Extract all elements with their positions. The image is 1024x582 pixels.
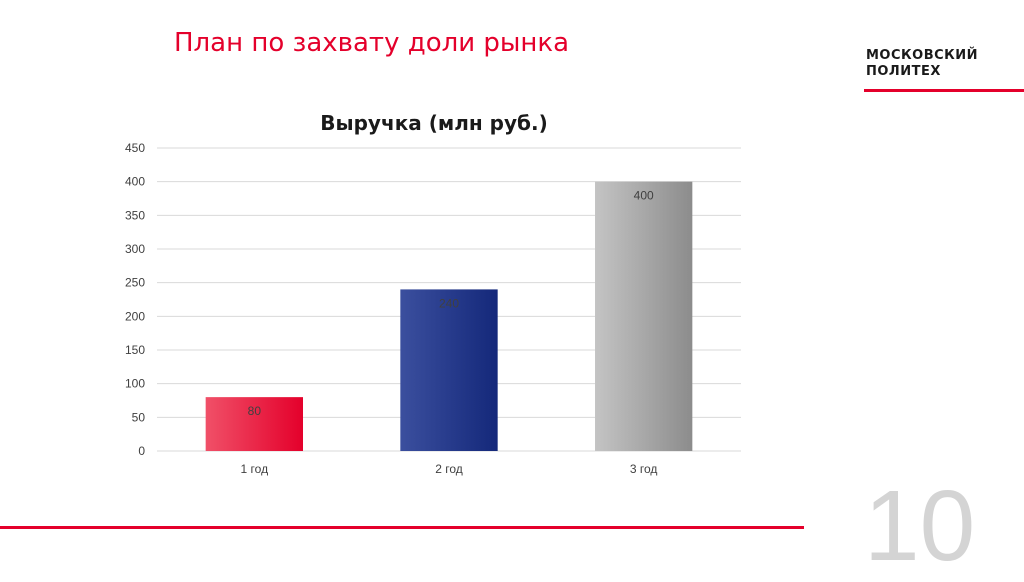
bottom-divider <box>0 526 804 529</box>
data-label-2: 240 <box>439 296 459 310</box>
logo-line1: МОСКОВСКИЙ <box>866 48 979 63</box>
logo-underline <box>864 89 1024 92</box>
y-tick-label: 300 <box>125 242 145 256</box>
slide-title: План по захвату доли рынка <box>174 28 570 58</box>
y-tick-label: 150 <box>125 343 145 357</box>
chart-title: Выручка (млн руб.) <box>320 111 547 135</box>
y-axis-ticks: 0 50 100 150 200 250 300 350 400 450 <box>125 141 145 458</box>
bar-3 <box>595 181 693 451</box>
logo-line2: ПОЛИТЕХ <box>866 64 941 79</box>
x-axis-ticks: 1 год 2 год 3 год <box>241 462 658 476</box>
y-tick-label: 400 <box>125 175 145 189</box>
logo: МОСКОВСКИЙ ПОЛИТЕХ <box>864 48 1024 92</box>
page-number: 10 <box>864 470 976 582</box>
y-tick-label: 450 <box>125 141 145 155</box>
bars: 80 240 400 <box>205 181 693 451</box>
data-label-3: 400 <box>634 189 654 203</box>
bar-2 <box>400 289 498 451</box>
y-tick-label: 200 <box>125 309 145 323</box>
y-tick-label: 0 <box>138 444 145 458</box>
y-tick-label: 350 <box>125 208 145 222</box>
y-tick-label: 250 <box>125 276 145 290</box>
data-label-1: 80 <box>248 404 262 418</box>
y-tick-label: 100 <box>125 377 145 391</box>
y-tick-label: 50 <box>132 410 146 424</box>
bar-1 <box>205 397 303 451</box>
x-tick-label: 3 год <box>630 462 658 476</box>
x-tick-label: 2 год <box>435 462 463 476</box>
x-tick-label: 1 год <box>241 462 269 476</box>
